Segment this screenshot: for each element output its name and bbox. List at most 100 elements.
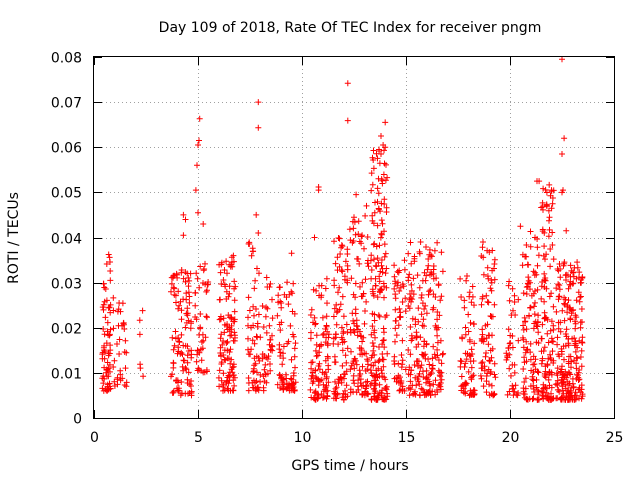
data-point [378, 231, 385, 238]
data-point [103, 340, 110, 347]
data-point [487, 313, 494, 319]
data-point [418, 311, 425, 318]
data-point [515, 337, 522, 344]
data-point [550, 338, 557, 345]
data-point [368, 252, 375, 259]
data-point [535, 329, 542, 336]
data-point [430, 275, 437, 282]
data-point [284, 279, 291, 286]
data-point [379, 180, 386, 187]
data-point [535, 369, 542, 376]
data-point [416, 284, 423, 291]
data-point [509, 285, 516, 292]
x-axis-label: GPS time / hours [291, 458, 408, 474]
data-point [352, 294, 359, 301]
data-point [370, 220, 377, 227]
data-point [204, 314, 210, 321]
data-point [307, 386, 314, 393]
data-point [339, 339, 346, 346]
data-point [184, 352, 191, 359]
data-point [409, 296, 416, 303]
data-point [549, 195, 556, 201]
data-point [322, 285, 329, 292]
data-point [557, 369, 564, 376]
data-point [525, 396, 531, 403]
data-point [383, 312, 390, 319]
data-point [216, 367, 223, 374]
data-point [538, 360, 545, 367]
data-point [342, 258, 349, 265]
data-point [225, 355, 232, 362]
data-point [277, 284, 283, 291]
data-point [373, 243, 380, 250]
data-point [423, 310, 430, 317]
data-point [200, 221, 207, 227]
data-point [478, 360, 485, 367]
data-point [432, 354, 439, 361]
data-point [251, 285, 258, 292]
data-point [544, 361, 551, 368]
data-point [313, 375, 320, 382]
data-point [168, 288, 174, 295]
data-point [375, 358, 382, 365]
data-point [407, 295, 414, 301]
data-point [491, 371, 498, 378]
data-point [353, 361, 360, 368]
data-point [255, 99, 262, 106]
data-point [358, 382, 365, 389]
data-point [480, 335, 487, 342]
data-point [254, 369, 260, 376]
data-point [122, 337, 129, 344]
data-point [370, 147, 377, 154]
data-point [391, 358, 398, 364]
data-point [564, 309, 571, 316]
data-point [254, 334, 261, 341]
data-point [229, 364, 236, 371]
data-point [577, 293, 584, 300]
data-point [376, 313, 383, 320]
data-point [197, 263, 204, 270]
data-point [354, 332, 361, 339]
data-point [378, 257, 385, 263]
data-point [483, 373, 490, 379]
data-point [334, 391, 341, 398]
data-point [437, 386, 444, 393]
data-point [262, 371, 269, 378]
data-point [419, 386, 426, 393]
data-point [218, 331, 225, 338]
data-point [573, 297, 580, 304]
data-point [574, 259, 581, 266]
y-tick-label: 0.05 [51, 186, 82, 202]
data-point [323, 382, 330, 389]
data-point [379, 387, 386, 394]
data-point [396, 305, 403, 312]
data-point [546, 214, 553, 221]
data-point [344, 345, 351, 352]
data-point [364, 356, 371, 363]
data-point [534, 387, 541, 394]
data-point [434, 309, 441, 315]
data-point [523, 284, 530, 291]
data-point [509, 361, 516, 368]
data-point [311, 389, 318, 396]
data-point [526, 312, 532, 319]
data-point [576, 386, 583, 393]
data-point [568, 364, 574, 371]
data-point [384, 393, 391, 400]
data-point [534, 368, 541, 375]
data-point [254, 323, 261, 330]
data-point [532, 288, 538, 294]
data-point [523, 347, 530, 354]
data-point [227, 346, 234, 353]
data-point [245, 294, 252, 301]
data-point [461, 364, 468, 370]
data-point [489, 332, 495, 339]
data-point [377, 289, 383, 296]
data-point [559, 307, 566, 314]
data-point [255, 354, 262, 361]
data-point [269, 347, 276, 354]
data-point [225, 293, 232, 300]
data-point [370, 347, 377, 354]
data-point [110, 294, 117, 301]
